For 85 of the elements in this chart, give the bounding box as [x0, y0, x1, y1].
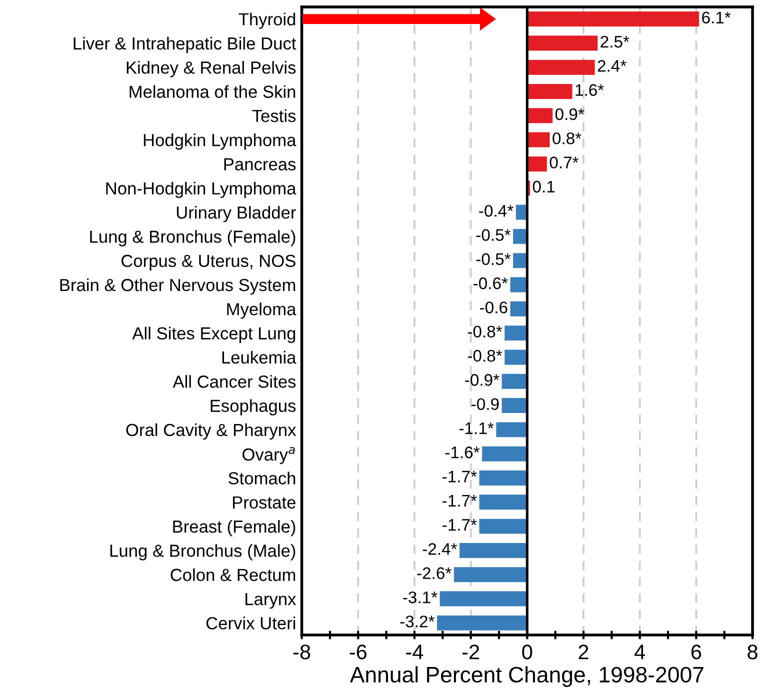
data-label: -1.1*	[459, 422, 494, 434]
y-tick-label: Pancreas	[224, 158, 296, 170]
data-label: -1.7*	[442, 470, 477, 482]
x-tick-label: 8	[748, 644, 758, 660]
bar	[527, 12, 700, 27]
data-label: -1.6*	[445, 446, 480, 458]
data-label: -0.6	[480, 302, 508, 314]
y-tick-label: Cervix Uteri	[206, 616, 296, 630]
bar	[527, 108, 553, 124]
data-label: -3.2*	[400, 616, 434, 628]
data-label: 0.1	[532, 180, 555, 193]
bar	[454, 567, 528, 582]
x-tick-label: -8	[293, 644, 310, 660]
bar	[527, 156, 547, 172]
data-label: 6.1*	[702, 12, 731, 24]
y-tick-label: Non-Hodgkin Lymphoma	[106, 182, 296, 198]
y-tick-label: Myeloma	[227, 302, 296, 319]
bar	[502, 374, 528, 389]
y-tick-label: Hodgkin Lymphoma	[144, 134, 296, 150]
data-label: 0.7*	[550, 156, 579, 168]
data-label: 1.6*	[576, 84, 604, 96]
bar	[510, 301, 528, 316]
data-label: -0.4*	[479, 204, 514, 217]
data-label: -2.6*	[417, 567, 452, 580]
y-tick-label: Melanoma of the Skin	[130, 85, 296, 98]
data-label: -1.7*	[442, 494, 477, 506]
y-tick-label: Larynx	[246, 593, 296, 609]
data-label: -0.9	[472, 398, 499, 410]
data-label: -2.4*	[422, 543, 458, 555]
bar	[437, 615, 528, 630]
y-tick-label: Ovary$^{a}$	[242, 447, 295, 464]
bar	[527, 132, 550, 148]
y-tick-label: Corpus & Uterus, NOS	[122, 254, 296, 270]
y-tick-label: All Cancer Sites	[172, 375, 296, 388]
data-label: -0.5*	[476, 253, 511, 266]
y-tick-label: Kidney & Renal Pelvis	[126, 61, 296, 78]
data-label: -0.6*	[474, 277, 508, 290]
x-tick-label: 6	[691, 644, 702, 660]
data-label: 0.8*	[552, 132, 582, 144]
data-label: -0.9*	[465, 374, 500, 386]
x-tick-label: -2	[462, 644, 480, 660]
bar	[527, 36, 598, 51]
bar	[527, 84, 572, 99]
bar	[502, 398, 528, 414]
x-axis-title: Annual Percent Change, 1998-2007	[350, 666, 704, 687]
bar	[479, 470, 528, 486]
bar	[496, 422, 528, 438]
x-tick-label: -4	[406, 644, 424, 660]
y-tick-label: Lung & Bronchus (Female)	[90, 230, 296, 246]
data-label: -1.7*	[442, 519, 477, 531]
data-label: 2.4*	[598, 60, 626, 72]
x-tick-label: 0	[522, 644, 532, 660]
data-label: 2.5*	[600, 36, 630, 48]
y-tick-label: Leukemia	[222, 350, 296, 364]
y-tick-label: Testis	[252, 109, 296, 122]
y-tick-label: Urinary Bladder	[176, 206, 296, 222]
data-label: -0.5*	[476, 229, 511, 241]
bar	[479, 518, 528, 534]
y-tick-label: Colon & Rectum	[170, 568, 296, 582]
y-tick-label: Liver & Intrahepatic Bile Duct	[74, 36, 296, 54]
y-tick-label: Thyroid	[238, 12, 296, 29]
y-tick-label: Stomach	[228, 472, 296, 484]
x-tick-label: 4	[634, 644, 646, 660]
y-tick-label: All Sites Except Lung	[132, 326, 296, 343]
data-label: -3.1*	[403, 591, 438, 604]
x-tick-label: -6	[350, 644, 366, 660]
bar	[513, 228, 528, 244]
y-tick-label: Oral Cavity & Pharynx	[126, 423, 296, 440]
data-label: -0.8*	[468, 350, 502, 362]
y-tick-label: Esophagus	[210, 399, 296, 416]
bar	[440, 591, 528, 606]
bar	[482, 446, 528, 462]
bar	[527, 60, 595, 75]
y-tick-label: Brain & Other Nervous System	[60, 278, 296, 295]
y-tick-label: Lung & Bronchus (Male)	[110, 544, 296, 560]
y-tick-label: Prostate	[232, 496, 296, 509]
bar	[504, 326, 528, 341]
x-tick-label: 2	[578, 644, 588, 660]
data-label: -0.8*	[468, 326, 502, 338]
bar	[460, 542, 528, 558]
y-tick-label: Breast (Female)	[173, 520, 296, 536]
data-label: 0.9*	[555, 108, 584, 120]
bar	[504, 350, 528, 365]
bar	[479, 494, 528, 510]
bar	[513, 253, 528, 268]
